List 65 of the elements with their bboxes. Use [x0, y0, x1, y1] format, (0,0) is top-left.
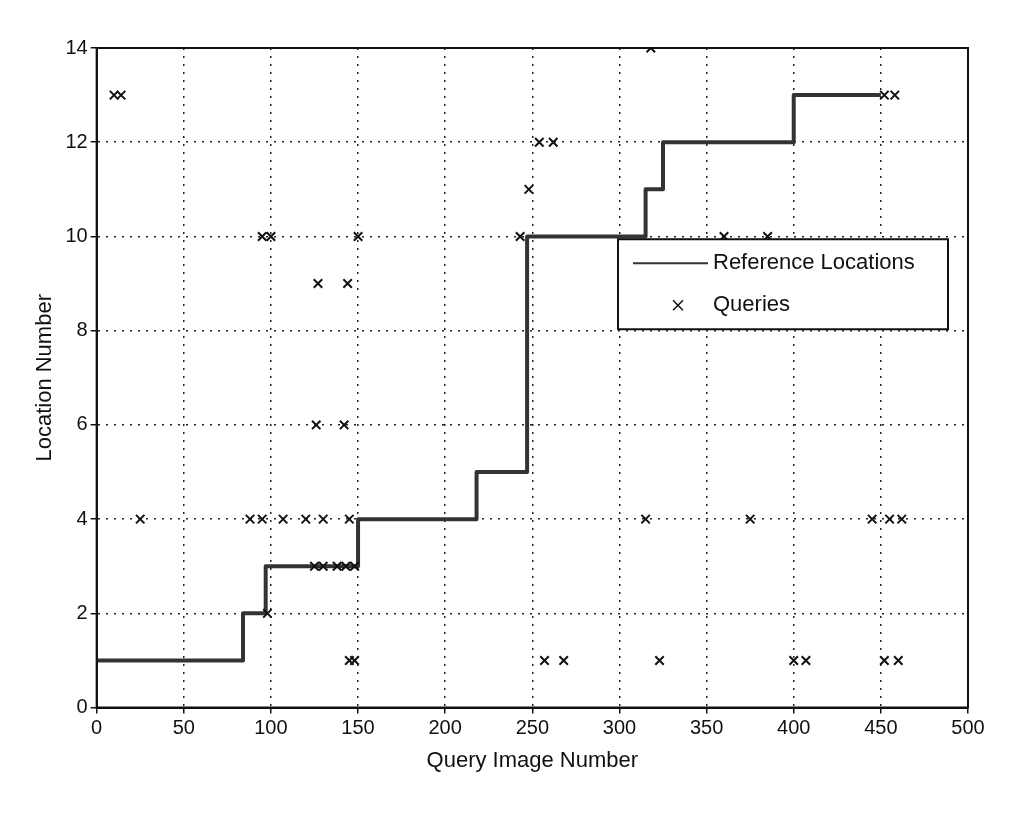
point	[349, 655, 360, 666]
point	[108, 89, 120, 101]
point	[300, 513, 312, 525]
x-tick-label: 150	[341, 716, 375, 739]
y-tick-label: 12	[65, 129, 88, 152]
point	[344, 513, 355, 525]
legend-label: Queries	[713, 291, 791, 317]
point	[349, 561, 360, 572]
point	[640, 513, 651, 525]
point	[514, 231, 526, 242]
y-tick-label: 2	[76, 600, 88, 623]
x-tick-label: 400	[777, 716, 811, 739]
point	[534, 136, 545, 148]
point	[884, 513, 895, 525]
y-tick-label: 0	[76, 695, 88, 718]
point	[244, 513, 256, 525]
point	[523, 184, 535, 195]
point	[338, 419, 350, 431]
y-tick-label: 10	[65, 223, 88, 246]
point	[256, 513, 268, 525]
y-axis-title: Location Number	[31, 294, 57, 462]
y-tick-label: 8	[76, 318, 88, 341]
point	[788, 655, 799, 666]
point	[277, 513, 289, 525]
x-tick-label: 500	[951, 716, 985, 739]
point	[889, 89, 901, 101]
point	[309, 561, 320, 572]
point	[893, 655, 904, 666]
point	[879, 655, 890, 666]
point	[800, 655, 812, 666]
point	[896, 513, 908, 525]
point	[539, 655, 550, 666]
point	[342, 278, 353, 289]
x-tick-label: 350	[689, 716, 724, 739]
x-tick-label: 100	[254, 716, 288, 739]
x-tick-label: 250	[515, 716, 550, 739]
point	[312, 278, 324, 289]
x-tick-label: 0	[91, 716, 103, 739]
point	[866, 513, 878, 525]
x-tick-label: 200	[428, 716, 462, 739]
y-tick-label: 4	[76, 506, 88, 529]
x-axis-title: Query Image Number	[426, 746, 639, 772]
point	[331, 561, 343, 572]
point	[558, 655, 569, 666]
point	[256, 231, 268, 242]
point	[134, 513, 146, 525]
y-tick-label: 6	[76, 412, 88, 435]
point	[115, 89, 127, 101]
x-tick-label: 450	[864, 716, 898, 739]
point	[262, 608, 273, 619]
point	[344, 655, 355, 666]
point	[317, 561, 329, 572]
point	[744, 513, 756, 525]
point	[310, 419, 322, 431]
point	[340, 561, 352, 572]
point	[317, 513, 329, 525]
legend-label: Reference Locations	[713, 249, 915, 275]
point	[547, 136, 559, 148]
x-tick-label: 50	[172, 716, 195, 739]
point	[265, 231, 277, 242]
point	[879, 89, 890, 101]
point	[352, 231, 364, 242]
x-tick-label: 300	[602, 716, 637, 739]
point	[654, 655, 665, 666]
y-tick-label: 14	[65, 35, 88, 58]
